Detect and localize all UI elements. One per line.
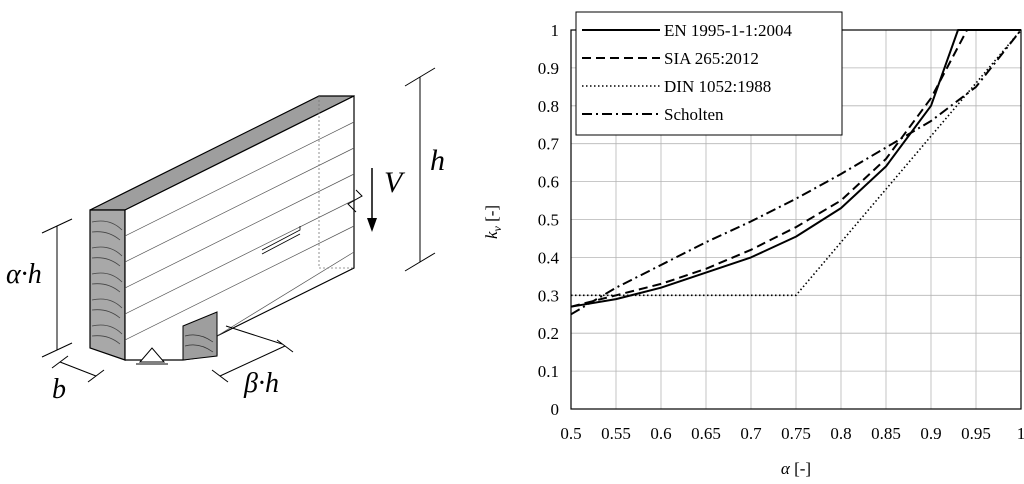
lamination-lines [124,121,355,341]
width-label: b [52,374,66,405]
legend-label-1: EN 1995-1-1:2004 [664,21,792,40]
x-tick-label: 1 [1017,424,1024,443]
y-tick-labels: 0 0.1 0.2 0.3 0.4 0.5 0.6 0.7 0.8 0.9 1 [538,21,560,419]
x-tick-label: 0.7 [740,424,762,443]
x-tick-label: 0.75 [781,424,811,443]
legend-label-3: DIN 1052:1988 [664,77,771,96]
y-axis-label-symbol: k [482,231,501,239]
x-tick-label: 0.65 [691,424,721,443]
y-tick-label: 1 [551,21,560,40]
x-tick-labels: 0.5 0.55 0.6 0.65 0.7 0.75 0.8 0.85 0.9 0.95 1 [560,424,1024,443]
dimension-alpha-h [41,218,73,358]
x-tick-label: 0.85 [871,424,901,443]
y-tick-label: 0.4 [538,248,560,267]
legend-label-4: Scholten [664,105,724,124]
y-axis-label: kv [-] [482,205,504,239]
dimension-h [404,67,436,272]
y-tick-label: 0.9 [538,59,559,78]
alpha-h-label: α·h [6,259,42,290]
y-tick-label: 0.5 [538,211,559,230]
x-axis-label-symbol: α [781,459,791,478]
y-tick-label: 0.8 [538,97,559,116]
y-tick-label: 0.2 [538,324,559,343]
wood-grain-end [91,220,123,345]
dimension-b [51,355,105,383]
height-label: h [430,144,445,177]
legend: EN 1995-1-1:2004 SIA 265:2012 DIN 1052:198… [575,11,843,136]
legend-box [575,11,843,136]
x-tick-label: 0.5 [560,424,581,443]
x-axis-label-unit: [-] [790,459,811,478]
support [138,347,166,363]
x-tick-label: 0.8 [830,424,851,443]
y-tick-label: 0.7 [538,135,560,154]
x-tick-label: 0.95 [961,424,991,443]
kv-chart: 0 0.1 0.2 0.3 0.4 0.5 0.6 0.7 0.8 0.9 1 0.5 0.55 0.6… [482,11,1024,478]
hidden-edges [318,96,354,269]
x-axis-label: α [-] [781,459,811,478]
y-tick-label: 0.3 [538,286,559,305]
y-tick-label: 0.6 [538,173,559,192]
series-line-3 [571,29,1022,297]
x-tick-label: 0.6 [650,424,671,443]
series-line-4 [570,29,1022,316]
dimension-beta-h [211,325,294,383]
y-axis-label-subscript: v [490,226,504,232]
x-tick-label: 0.9 [920,424,941,443]
beta-h-label: β·h [243,368,279,399]
shear-force-label: V [384,166,406,199]
notched-beam-diagram: V h α·h b β·h [6,67,445,405]
y-tick-label: 0 [551,400,560,419]
y-tick-label: 0.1 [538,362,559,381]
y-axis-label-unit: [-] [482,205,501,226]
x-tick-label: 0.55 [601,424,631,443]
legend-label-2: SIA 265:2012 [664,49,759,68]
